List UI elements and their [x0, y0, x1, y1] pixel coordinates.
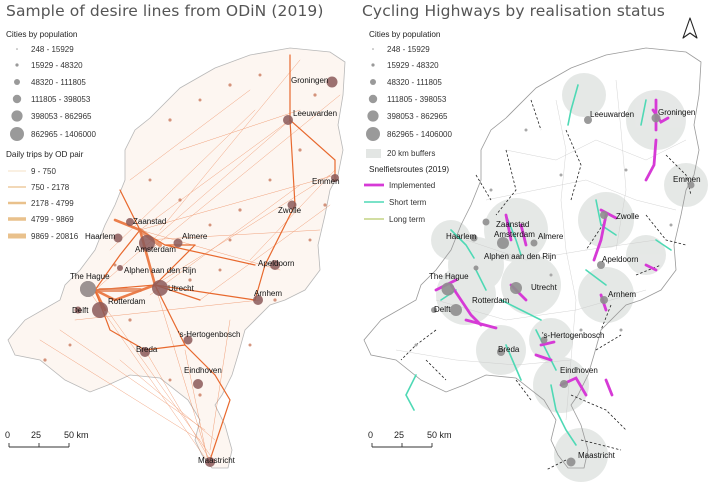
right-map-panel: Cycling Highways by realisation status — [356, 0, 711, 489]
left-city-labels: Leeuwarden Groningen Emmen Zaanstad Haar… — [70, 76, 340, 465]
city-label: Almere — [538, 232, 564, 241]
route-legend-symbols — [364, 183, 384, 220]
left-small-towns — [43, 73, 327, 397]
left-legend-trips-title: Daily trips by OD pair — [6, 150, 84, 159]
left-trip-class-2: 750 - 2178 — [31, 183, 70, 192]
city-label: Arnhem — [608, 290, 636, 299]
city-label: Haarlem — [85, 232, 116, 241]
left-pop-class-3: 48320 - 111805 — [31, 78, 86, 87]
city-label: 's-Hertogenbosch — [542, 331, 604, 340]
left-pop-class-6: 862965 - 1406000 — [31, 130, 96, 139]
city-label: Apeldoorn — [602, 255, 638, 264]
municipality-boundaries — [395, 79, 687, 421]
city-label: Zaanstad — [496, 220, 529, 229]
right-pop-class-2: 15929 - 48320 — [387, 61, 439, 70]
netherlands-outline — [7, 47, 346, 469]
city-label: Eindhoven — [184, 366, 222, 375]
right-scalebar — [371, 443, 433, 448]
buffer-legend-swatch — [366, 149, 381, 158]
north-arrow-icon — [682, 17, 698, 39]
city-label: Zaanstad — [133, 217, 166, 226]
left-map-canvas: Leeuwarden Groningen Emmen Zaanstad Haar… — [5, 47, 346, 469]
right-map-canvas: Leeuwarden Groningen Emmen Zaanstad Haar… — [363, 17, 708, 482]
city-label: Amsterdam — [135, 245, 176, 254]
left-scalebar — [8, 443, 70, 448]
route-class-long-term: Long term — [389, 215, 426, 224]
city-label: Breda — [498, 345, 520, 354]
left-trip-class-4: 4799 - 9869 — [31, 215, 74, 224]
city-label: Utrecht — [168, 284, 195, 293]
right-city-labels: Leeuwarden Groningen Emmen Zaanstad Haar… — [429, 108, 701, 460]
right-pop-class-4: 111805 - 398053 — [387, 95, 447, 104]
left-pop-class-1: 248 - 15929 — [31, 45, 74, 54]
city-label: Groningen — [291, 76, 328, 85]
left-scalebar-25: 25 — [31, 430, 41, 440]
city-label: Apeldoorn — [258, 259, 294, 268]
city-label: Haarlem — [446, 232, 477, 241]
city-label: Utrecht — [531, 283, 558, 292]
city-label: Maastricht — [198, 456, 236, 465]
right-pop-class-5: 398053 - 862965 — [387, 112, 448, 121]
city-label: Zwolle — [616, 212, 640, 221]
left-trip-class-5: 9869 - 20816 — [31, 232, 79, 241]
right-map-title: Cycling Highways by realisation status — [362, 2, 665, 20]
city-label: The Hague — [70, 272, 110, 281]
city-label: Eindhoven — [560, 366, 598, 375]
city-label: Alphen aan den Rijn — [124, 266, 196, 275]
city-label: Rotterdam — [472, 296, 510, 305]
city-label: The Hague — [429, 272, 469, 281]
left-scalebar-50km: 50 km — [64, 430, 89, 440]
right-scalebar-25: 25 — [394, 430, 404, 440]
route-class-implemented: Implemented — [389, 181, 436, 190]
right-legend-pop-title: Cities by population — [369, 30, 441, 39]
city-label: Rotterdam — [108, 297, 146, 306]
left-trip-class-1: 9 - 750 — [31, 167, 56, 176]
city-label: Breda — [136, 345, 158, 354]
buffers — [431, 73, 708, 482]
left-trip-legend-symbols — [8, 170, 26, 239]
city-label: Delft — [434, 305, 451, 314]
city-label: Emmen — [312, 177, 340, 186]
city-label: Zwolle — [278, 206, 302, 215]
the-hague-marker — [80, 281, 96, 297]
route-class-short-term: Short term — [389, 198, 427, 207]
right-scalebar-50km: 50 km — [427, 430, 452, 440]
left-legend-pop-title: Cities by population — [6, 30, 78, 39]
city-label: Amsterdam — [494, 230, 535, 239]
left-scalebar-0: 0 — [5, 430, 10, 440]
city-label: Almere — [182, 232, 208, 241]
city-label: Maastricht — [578, 451, 616, 460]
routes-legend-title: Snelfietsroutes (2019) — [369, 165, 450, 174]
left-pop-class-5: 398053 - 862965 — [31, 112, 92, 121]
left-map-title: Sample of desire lines from ODiN (2019) — [6, 2, 324, 20]
netherlands-outline-right — [363, 47, 702, 469]
left-trip-class-3: 2178 - 4799 — [31, 199, 74, 208]
right-small-towns — [414, 128, 673, 347]
right-city-markers — [431, 113, 695, 467]
right-scalebar-0: 0 — [368, 430, 373, 440]
right-pop-class-1: 248 - 15929 — [387, 45, 430, 54]
buffer-label: 20 km buffers — [387, 149, 436, 158]
left-pop-class-4: 111805 - 398053 — [31, 95, 91, 104]
city-label: Delft — [72, 306, 89, 315]
city-label: Leeuwarden — [293, 109, 337, 118]
right-pop-class-6: 862965 - 1406000 — [387, 130, 452, 139]
city-label: Groningen — [658, 108, 695, 117]
city-label: Leeuwarden — [590, 110, 634, 119]
left-map-panel: Sample of desire lines from ODiN (2019) — [0, 0, 355, 489]
right-pop-legend-symbols — [366, 48, 380, 141]
city-label: Alphen aan den Rijn — [484, 252, 556, 261]
city-label: Emmen — [673, 175, 701, 184]
right-pop-class-3: 48320 - 111805 — [387, 78, 442, 87]
left-pop-class-2: 15929 - 48320 — [31, 61, 83, 70]
city-label: Arnhem — [254, 289, 282, 298]
left-pop-legend-symbols — [10, 48, 24, 141]
desire-lines — [39, 54, 341, 466]
city-label: 's-Hertogenbosch — [178, 330, 240, 339]
